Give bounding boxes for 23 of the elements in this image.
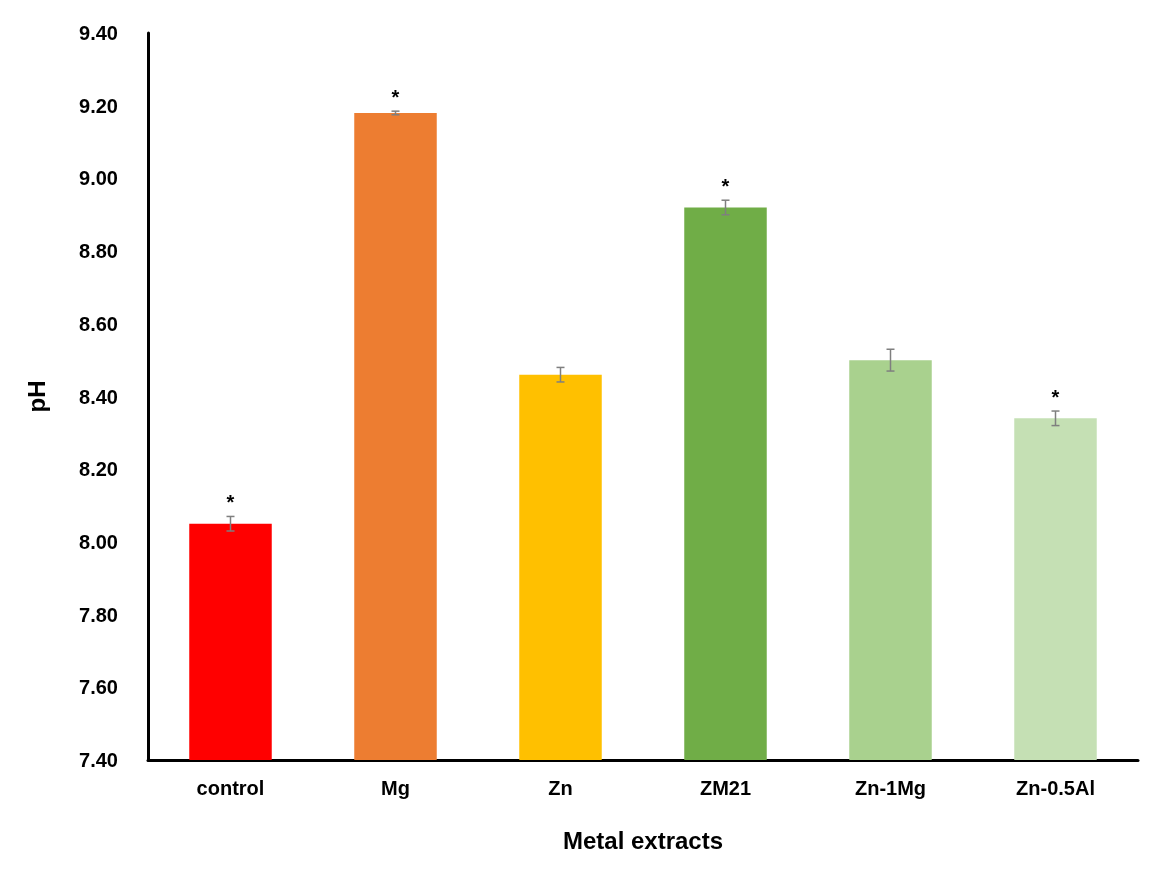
x-tick-label: Mg: [381, 777, 410, 799]
y-tick-label: 7.60: [79, 676, 118, 699]
y-tick-label: 7.80: [79, 603, 118, 626]
y-tick-label: 8.40: [79, 385, 118, 408]
y-tick-label: 9.00: [79, 167, 118, 190]
annotation: *: [721, 175, 730, 198]
x-tick-label: ZM21: [699, 777, 752, 799]
y-tick-label: 7.40: [79, 749, 118, 771]
annotation: *: [1051, 386, 1060, 409]
y-tick-label: 8.60: [79, 312, 118, 335]
y-tick-label: 8.00: [79, 530, 118, 553]
x-tick-label: Zn-1Mg: [854, 777, 927, 799]
y-tick-label: 8.20: [79, 458, 118, 481]
x-tick-label: Zn: [548, 777, 573, 799]
x-tick-label: control: [196, 777, 265, 799]
y-tick-label: 9.40: [79, 22, 118, 44]
x-tick-label: Zn-0.5Al: [1016, 777, 1095, 799]
annotation: *: [391, 86, 400, 109]
y-axis-title: pH: [22, 380, 50, 413]
y-tick-label: 9.20: [79, 94, 118, 117]
y-tick-label: 8.80: [79, 240, 118, 263]
annotation: *: [226, 491, 235, 514]
x-axis-title: Metal extracts: [562, 826, 724, 854]
